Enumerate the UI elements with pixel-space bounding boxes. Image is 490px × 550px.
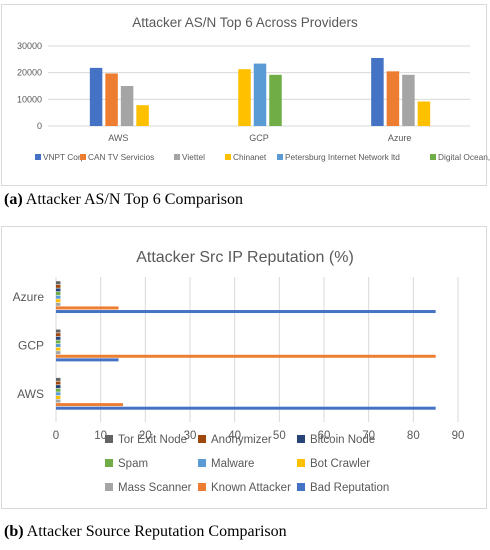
caption-b-label: (b)	[4, 523, 24, 540]
chart-b-ytick-label: Azure	[13, 290, 45, 304]
chart-b-legend-swatch	[198, 459, 206, 467]
chart-b-bar	[56, 336, 61, 340]
chart-a-bar	[402, 74, 415, 126]
chart-b-legend-swatch	[297, 435, 305, 443]
chart-a-bar	[386, 71, 400, 126]
caption-b-text: Attacker Source Reputation Comparison	[23, 523, 287, 540]
chart-a-legend-label: Chinanet	[233, 152, 267, 162]
chart-a-ytick-label: 0	[37, 121, 42, 131]
caption-a-text: Attacker AS/N Top 6 Comparison	[22, 191, 244, 208]
caption-a-label: (a)	[4, 191, 23, 208]
chart-a-legend-swatch	[35, 154, 41, 160]
chart-a-legend-swatch	[225, 154, 231, 160]
chart-b-bar	[56, 306, 119, 310]
chart-b-bar	[56, 351, 61, 355]
chart-b-bar	[56, 299, 61, 303]
chart-a-ytick-label: 10000	[17, 94, 42, 104]
chart-b-ytick-label: GCP	[18, 338, 44, 352]
chart-b-ytick-label: AWS	[17, 387, 44, 401]
chart-b-legend-swatch	[105, 435, 113, 443]
chart-b-bar	[56, 385, 61, 389]
chart-b-svg: Attacker Src IP Reputation (%) 0 10 20 30 40 5…	[13, 249, 465, 494]
chart-b-xtick-label: 40	[228, 430, 241, 442]
chart-b-xtick-label: 10	[94, 430, 107, 442]
chart-a-bar	[238, 69, 251, 126]
chart-a-bar	[269, 74, 282, 126]
chart-b-bar	[56, 388, 61, 392]
caption-b: (b) Attacker Source Reputation Compariso…	[4, 523, 287, 541]
chart-b-bar	[56, 403, 123, 407]
chart-a-title: Attacker AS/N Top 6 Across Providers	[132, 15, 358, 30]
chart-a-legend-swatch	[80, 154, 86, 160]
chart-b-legend-swatch	[105, 483, 113, 491]
chart-a-bar	[371, 58, 384, 126]
chart-b-legend-swatch	[297, 483, 305, 491]
chart-a-legend-label: Viettel	[182, 152, 205, 162]
chart-a-xtick-label: GCP	[249, 133, 269, 143]
chart-b-bar	[56, 284, 61, 288]
chart-a-ytick-label: 30000	[17, 41, 42, 51]
chart-b-bar	[56, 392, 61, 396]
chart-b-bar	[56, 395, 61, 399]
chart-a-legend-swatch	[174, 154, 180, 160]
chart-b-bar	[56, 381, 61, 385]
chart-b-bar	[56, 354, 436, 358]
chart-a-bar	[105, 73, 118, 126]
chart-b-bar	[56, 399, 61, 403]
chart-b-bar	[56, 329, 61, 333]
chart-b-legend-label: Spam	[118, 458, 148, 470]
chart-b-title: Attacker Src IP Reputation (%)	[136, 249, 354, 266]
chart-b-xtick-label: 90	[452, 430, 465, 442]
chart-a-bar	[89, 67, 103, 126]
chart-a-legend-label: VNPT Corp	[43, 152, 86, 162]
chart-a-legend-swatch	[430, 154, 436, 160]
caption-a: (a) Attacker AS/N Top 6 Comparison	[4, 191, 243, 209]
chart-b-bar	[56, 310, 436, 314]
chart-b-legend-label: Bitcoin Node	[310, 434, 375, 446]
chart-b-legend-label: Bot Crawler	[310, 458, 370, 470]
chart-b-legend-swatch	[297, 459, 305, 467]
chart-b-legend-label: Mass Scanner	[118, 482, 192, 494]
chart-b-legend-label: Tor Exit Node	[118, 434, 187, 446]
chart-a-bar	[417, 101, 431, 126]
chart-b-bar	[56, 292, 61, 296]
chart-b-xtick-label: 60	[318, 430, 331, 442]
chart-b-bar	[56, 406, 436, 410]
chart-a-bar	[120, 86, 134, 126]
chart-b-xtick-label: 70	[362, 430, 375, 442]
chart-b-xtick-label: 30	[184, 430, 197, 442]
chart-b-legend-swatch	[198, 435, 206, 443]
chart-b-bar	[56, 333, 61, 337]
chart-b-xtick-label: 20	[139, 430, 152, 442]
chart-a-xtick-label: AWS	[108, 133, 128, 143]
chart-b-bar	[56, 295, 61, 299]
chart-b-bar	[56, 340, 61, 344]
chart-b-xtick-label: 50	[273, 430, 286, 442]
chart-a-legend-swatch	[277, 154, 283, 160]
chart-b-legend-swatch	[105, 459, 113, 467]
chart-a-legend-label: Petersburg Internet Network ltd	[285, 152, 400, 162]
chart-a-xtick-label: Azure	[388, 133, 412, 143]
chart-a-svg: Attacker AS/N Top 6 Across Providers 0 100…	[17, 15, 490, 162]
chart-a-bar	[253, 63, 267, 126]
chart-b-bar	[56, 288, 61, 292]
chart-b-bar	[56, 358, 119, 362]
chart-a-legend-label: Digital Ocean, Inc	[438, 152, 490, 162]
chart-b-xtick-label: 0	[53, 430, 59, 442]
chart-b-legend-label: Bad Reputation	[310, 482, 389, 494]
chart-a-legend-label: CAN TV Servicios	[88, 152, 154, 162]
chart-b-xtick-label: 80	[407, 430, 420, 442]
chart-b-bar	[56, 281, 61, 285]
chart-b-bar	[56, 377, 61, 381]
chart-a-bar	[136, 105, 149, 126]
chart-b-legend-label: Malware	[211, 458, 254, 470]
chart-b-bar	[56, 302, 61, 306]
chart-b-bar	[56, 343, 61, 347]
chart-b-panel	[1, 226, 487, 509]
chart-b-legend-label: Known Attacker	[211, 482, 291, 494]
chart-b-legend-label: Anonymizer	[211, 434, 272, 446]
chart-b-bar	[56, 347, 61, 351]
chart-a-ytick-label: 20000	[17, 68, 42, 78]
chart-b-legend-swatch	[198, 483, 206, 491]
